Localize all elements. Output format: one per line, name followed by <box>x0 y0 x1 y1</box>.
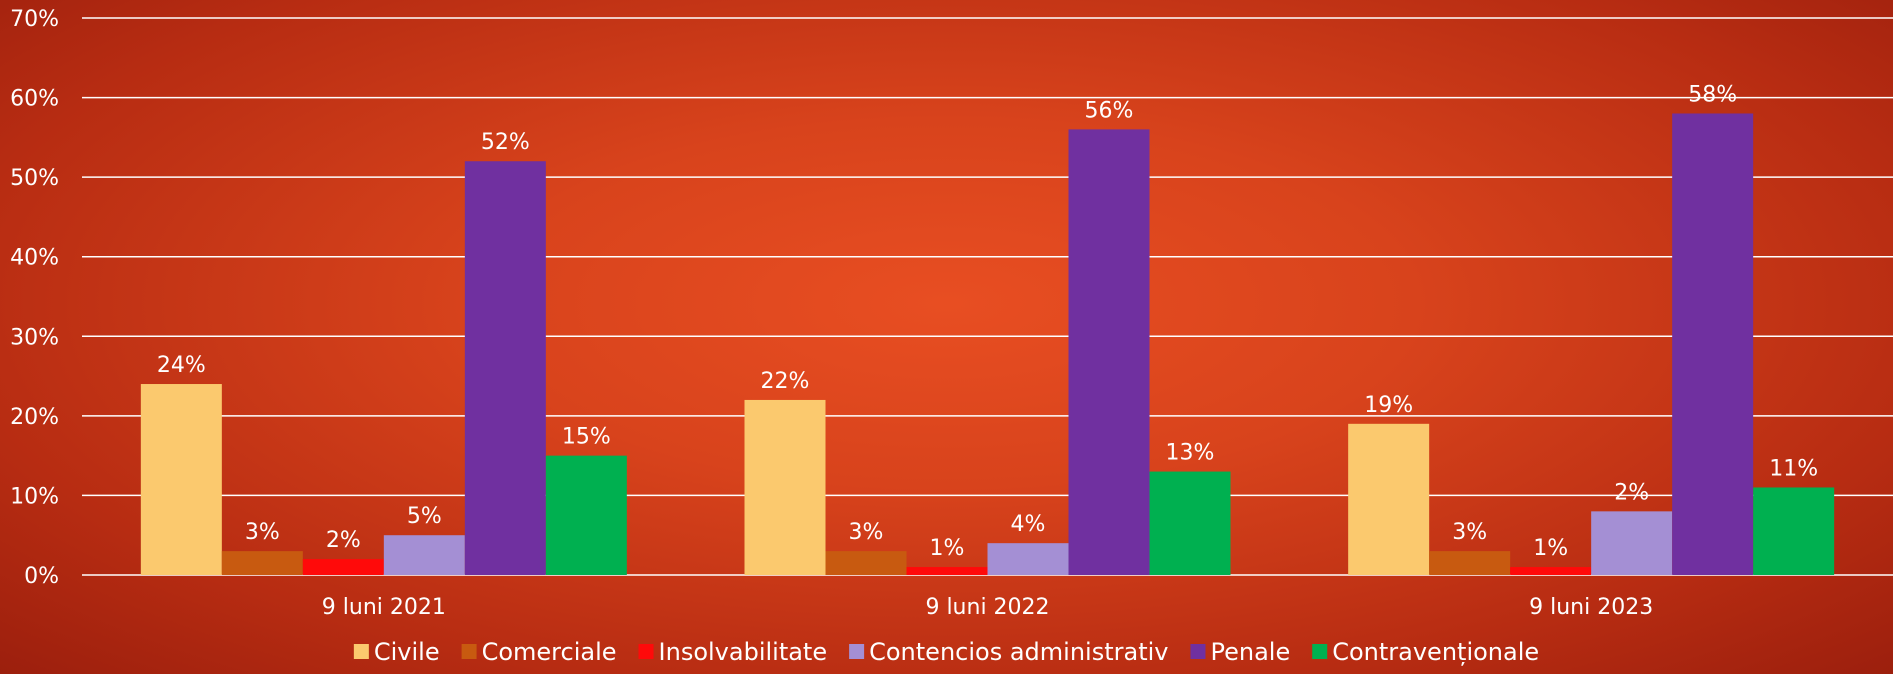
y-tick-label: 0% <box>24 564 59 589</box>
data-label: 15% <box>562 425 611 450</box>
legend-item: Contravenționale <box>1312 638 1539 666</box>
legend-item: Penale <box>1190 638 1290 666</box>
y-tick-label: 10% <box>10 484 59 509</box>
data-label: 24% <box>157 353 206 378</box>
data-label: 1% <box>930 536 965 561</box>
legend-label: Contravenționale <box>1332 638 1539 666</box>
legend-swatch <box>638 644 654 659</box>
y-axis: 0% 10% 20% 30% 40% 50% 60% 70% <box>10 7 59 589</box>
y-tick-label: 20% <box>10 405 59 430</box>
legend-label: Civile <box>374 638 440 666</box>
bar <box>1753 487 1835 575</box>
gridlines <box>82 17 1893 576</box>
legend-swatch <box>461 644 477 659</box>
legend-item: Contencios administrativ <box>849 638 1168 666</box>
bar <box>140 384 222 575</box>
legend-swatch <box>353 644 369 659</box>
legend-swatch <box>1312 644 1328 659</box>
bar <box>987 543 1069 575</box>
legend-label: Insolvabilitate <box>659 638 828 666</box>
data-label: 4% <box>1011 512 1046 537</box>
bar <box>464 161 546 575</box>
bar <box>825 551 907 575</box>
data-label: 3% <box>245 520 280 545</box>
x-axis: 9 luni 2021 9 luni 2022 9 luni 2023 <box>322 595 1653 620</box>
data-label: 58% <box>1688 82 1737 107</box>
y-tick-label: 70% <box>10 7 59 32</box>
bar <box>1591 511 1673 575</box>
legend-swatch <box>1190 644 1206 659</box>
y-tick-label: 30% <box>10 325 59 350</box>
data-label: 11% <box>1769 456 1818 481</box>
bar <box>1149 471 1231 575</box>
data-label: 2% <box>1614 480 1649 505</box>
legend-item: Comerciale <box>461 638 617 666</box>
bars <box>140 113 1835 575</box>
data-label: 3% <box>1452 520 1487 545</box>
data-labels: 24% 3% 2% 5% 52% 15% 22% 3% 1% 4% 56% 13% 19% 3% 1% 2% 5… <box>157 82 1818 561</box>
data-label: 3% <box>849 520 884 545</box>
bar <box>383 535 465 575</box>
y-tick-label: 50% <box>10 166 59 191</box>
bar <box>1068 129 1150 575</box>
bar <box>1348 423 1430 575</box>
legend-label: Comerciale <box>482 638 617 666</box>
data-label: 22% <box>761 369 810 394</box>
bar <box>545 455 627 575</box>
x-tick-label: 9 luni 2023 <box>1529 595 1653 620</box>
data-label: 2% <box>326 528 361 553</box>
legend-item: Civile <box>353 638 440 666</box>
x-tick-label: 9 luni 2022 <box>925 595 1049 620</box>
bar <box>1510 567 1592 575</box>
x-tick-label: 9 luni 2021 <box>322 595 446 620</box>
bar <box>221 551 303 575</box>
data-label: 13% <box>1166 441 1215 466</box>
data-label: 52% <box>481 130 530 155</box>
bar <box>1429 551 1511 575</box>
legend: Civile Comerciale Insolvabilitate Contencio… <box>353 638 1539 666</box>
bar <box>906 567 988 575</box>
data-label: 1% <box>1533 536 1568 561</box>
legend-label: Penale <box>1210 638 1290 666</box>
bar <box>1672 113 1754 575</box>
y-tick-label: 40% <box>10 246 59 271</box>
y-tick-label: 60% <box>10 87 59 112</box>
legend-swatch <box>849 644 865 659</box>
data-label: 5% <box>407 504 442 529</box>
legend-item: Insolvabilitate <box>638 638 828 666</box>
bar <box>302 559 384 575</box>
data-label: 56% <box>1085 98 1134 123</box>
bar <box>744 399 826 575</box>
legend-label: Contencios administrativ <box>869 638 1168 666</box>
data-label: 19% <box>1364 393 1413 418</box>
